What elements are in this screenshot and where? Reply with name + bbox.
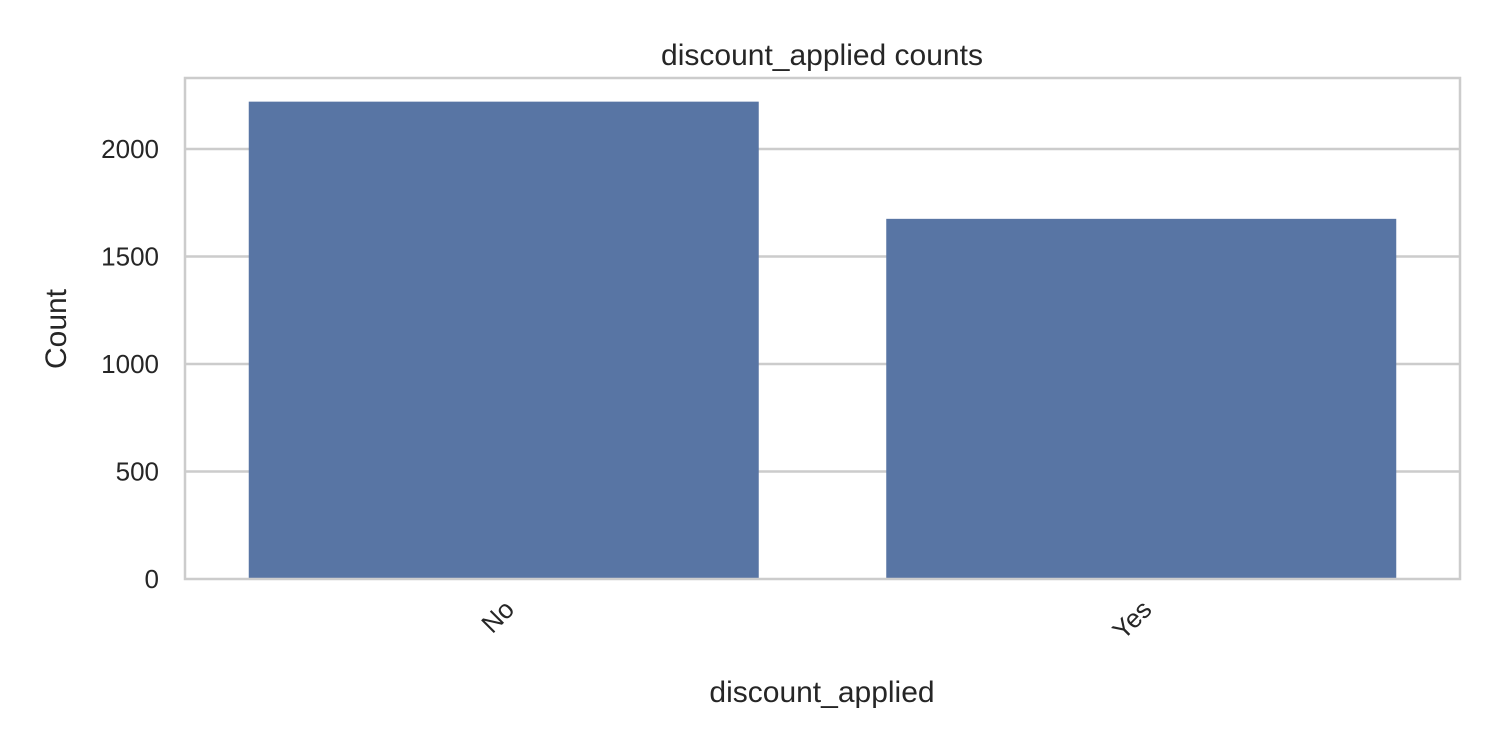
bar-yes: [886, 218, 1397, 579]
bars: [248, 101, 1397, 580]
y-axis-label: Count: [40, 288, 73, 369]
bar-no: [248, 101, 759, 580]
y-tick-label: 1000: [101, 349, 159, 379]
x-axis-label: discount_applied: [709, 676, 934, 709]
y-tick-label: 2000: [101, 134, 159, 164]
plot-frame: [183, 76, 1462, 581]
y-tick-labels: 0 500 1000 1500 2000: [101, 134, 159, 594]
y-tick-label: 0: [145, 564, 159, 594]
y-tick-label: 1500: [101, 241, 159, 271]
chart-title: discount_applied counts: [661, 39, 983, 72]
y-tick-label: 500: [116, 456, 159, 486]
x-tick-labels: No Yes: [475, 594, 1157, 645]
x-tick-label: No: [475, 594, 520, 639]
x-tick-label: Yes: [1106, 594, 1157, 645]
